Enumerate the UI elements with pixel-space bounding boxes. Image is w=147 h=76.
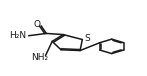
Text: S: S <box>85 34 90 43</box>
Text: O: O <box>34 20 41 29</box>
Text: H₂N: H₂N <box>9 31 26 40</box>
Text: NH₂: NH₂ <box>31 53 49 62</box>
